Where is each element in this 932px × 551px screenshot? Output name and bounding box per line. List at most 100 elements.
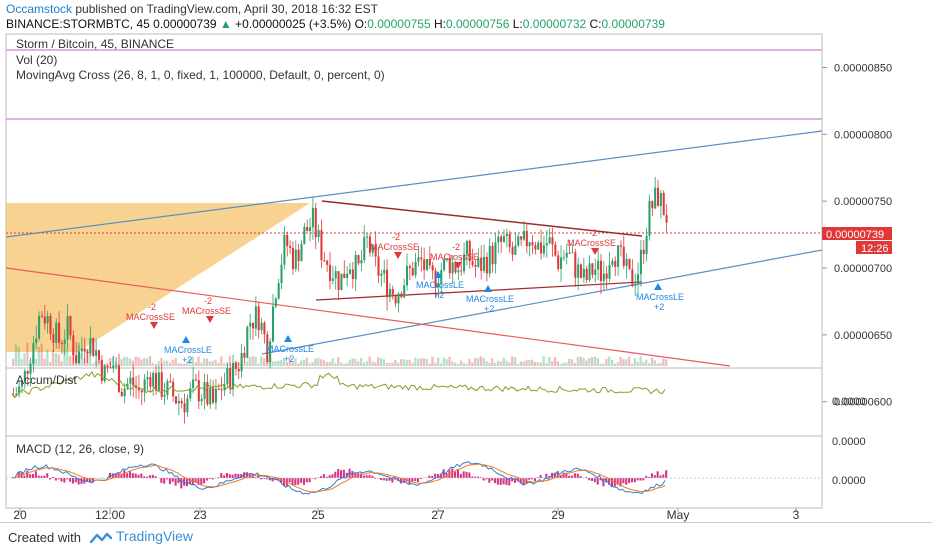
close-label: C: [590,17,602,31]
signal-count: +2 [484,304,494,314]
volume-bar [605,359,607,366]
candle-body [417,257,419,261]
candle-body [543,245,545,253]
volume-bar [414,358,416,366]
volume-bar [451,361,453,366]
volume-bar [206,358,208,366]
candle-body [452,263,454,274]
macd-histogram-bar [497,478,499,485]
buy-signal-arrow-icon[interactable] [182,336,190,343]
volume-bar [562,363,564,366]
candle-body [586,269,588,280]
sell-signal-arrow-icon[interactable] [394,252,402,259]
volume-bar [514,357,516,366]
buy-signal-arrow-icon[interactable] [284,335,292,342]
candle-body [577,264,579,277]
candle-body [161,372,163,396]
signal-label: MACrossLE [416,280,464,290]
published-line: Occamstock published on TradingView.com,… [6,2,932,16]
candle-body [500,237,502,242]
candle-body [326,261,328,265]
sell-signal-arrow-icon[interactable] [206,316,214,323]
candle-body [78,351,80,363]
volume-bar [585,361,587,366]
volume-bar [274,361,276,366]
volume-bar [163,361,165,366]
candle-body [358,255,360,263]
volume-bar [320,359,322,366]
macd-histogram-bar [622,478,624,483]
candle-body [648,201,650,236]
price-axis-tick: 0.00000800 [834,129,892,141]
lower-trend-line[interactable] [262,250,822,354]
signal-count: +2 [654,302,664,312]
volume-bar [582,358,584,366]
accum-title: Accum/Dist [16,373,77,387]
candle-body [300,244,302,261]
chart-area[interactable]: -2MACrossSE-2MACrossSE-2MACrossSE-2MACro… [0,33,932,522]
candle-body [343,274,345,278]
volume-bar [483,358,485,366]
tradingview-brand-link[interactable]: TradingView [116,528,193,544]
candle-body [546,243,548,245]
candle-body [512,247,514,255]
candle-body [474,265,476,267]
volume-bar [317,358,319,366]
volume-bar [297,363,299,366]
candle-body [657,188,659,206]
candle-body [654,188,656,209]
candle-body [306,227,308,231]
volume-bar [571,359,573,366]
candle-body [503,236,505,242]
volume-bar [554,357,556,366]
candle-body [252,323,254,329]
candle-body [318,230,320,237]
upper-trend-line[interactable] [6,131,822,237]
candle-body [514,246,516,255]
macd-histogram-bar [634,478,636,482]
volume-bar [129,359,131,366]
candle-body [249,323,251,327]
buy-signal-arrow-icon[interactable] [654,283,662,290]
candle-body [631,269,633,285]
candle-body [406,266,408,285]
volume-bar [300,360,302,366]
sell-signal-arrow-icon[interactable] [150,322,158,329]
volume-bar [548,357,550,366]
volume-bar [465,363,467,366]
macd-histogram-bar [434,474,436,478]
volume-bar [383,359,385,366]
author-link[interactable]: Occamstock [6,2,72,16]
candle-body [389,289,391,297]
volume-bar [448,357,450,366]
volume-bar [654,360,656,366]
candle-body [549,237,551,243]
buy-signal-arrow-icon[interactable] [484,285,492,292]
volume-bar [175,358,177,366]
candle-body [241,353,243,371]
volume-bar [551,361,553,366]
volume-bar [642,362,644,366]
volume-bar [628,357,630,366]
signal-label: MACrossSE [182,306,231,316]
macd-histogram-bar [126,473,128,478]
volume-bar [631,364,633,366]
macd-histogram-bar [334,472,336,478]
candle-body [255,306,257,328]
candle-body [124,388,126,396]
candle-body [643,250,645,254]
candle-body [121,392,123,396]
candle-body [529,242,531,246]
signal-count: -2 [148,302,156,312]
volume-bar [580,357,582,366]
candle-body [580,264,582,277]
candle-body [483,257,485,271]
volume-bar [417,359,419,366]
price-axis-tick: 0.00000850 [834,62,892,74]
macd-histogram-bar [306,478,308,482]
volume-bar [477,358,479,366]
price-value: 0.00000739 [153,17,216,31]
candle-body [203,382,205,399]
volume-bar [408,360,410,366]
volume-bar [637,362,639,366]
